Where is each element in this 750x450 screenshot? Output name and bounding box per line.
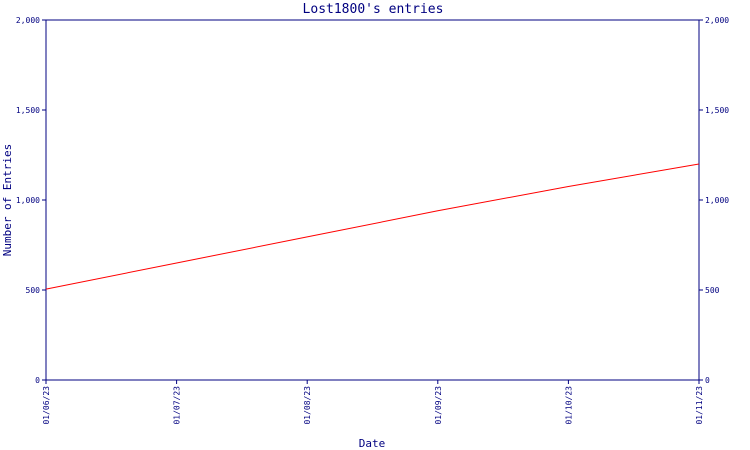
y-tick-label-left: 0 [35, 376, 40, 385]
x-axis-ticks: 01/06/23 01/07/23 01/08/23 01/09/23 01/10/23… [42, 380, 704, 425]
y-tick-label-right: 1,000 [705, 196, 729, 205]
x-tick-label: 01/06/23 [42, 386, 51, 425]
series-line [45, 163, 700, 290]
plot-frame [45, 19, 700, 381]
series-layer [45, 163, 700, 290]
y-tick-label-right: 0 [705, 376, 710, 385]
y-tick-label-right: 1,500 [705, 106, 729, 115]
chart-title: Lost1800's entries [303, 2, 444, 17]
x-tick-label: 01/08/23 [303, 386, 312, 425]
y-tick-label-left: 2,000 [16, 16, 40, 25]
x-tick-label: 01/11/23 [695, 386, 704, 425]
y-tick-label-right: 500 [705, 286, 720, 295]
y-tick-label-left: 1,500 [16, 106, 40, 115]
right-axis-ticks: 0 500 1,000 1,500 2,000 [699, 16, 729, 385]
x-tick-label: 01/09/23 [434, 386, 443, 425]
y-tick-label-left: 500 [26, 286, 41, 295]
y-tick-label-left: 1,000 [16, 196, 40, 205]
y-tick-label-right: 2,000 [705, 16, 729, 25]
x-tick-label: 01/07/23 [173, 386, 182, 425]
x-tick-label: 01/10/23 [564, 386, 573, 425]
left-axis-ticks: 0 500 1,000 1,500 2,000 [16, 16, 46, 385]
x-axis-label: Date [359, 437, 386, 450]
y-axis-label: Number of Entries [1, 144, 14, 257]
